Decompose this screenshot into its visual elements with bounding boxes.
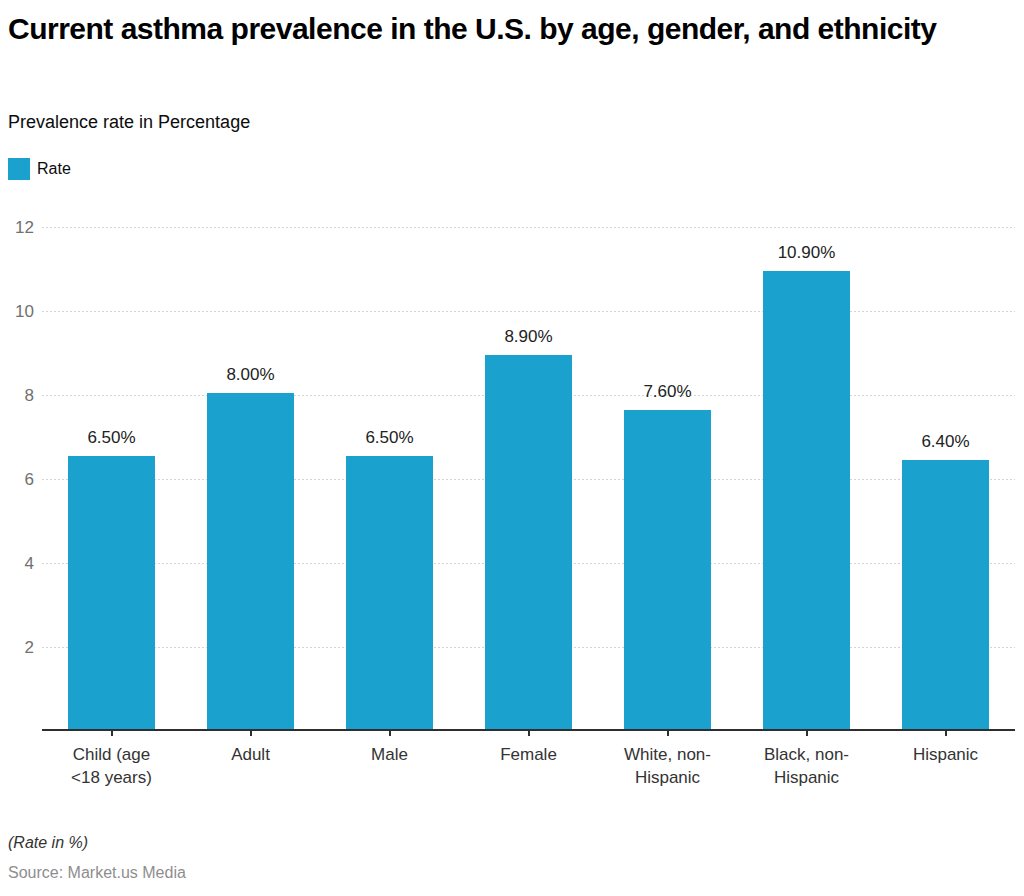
plot-area: 246810126.50%Child (age <18 years)8.00%A…: [42, 227, 1015, 731]
x-axis-category-label-2: Adult: [198, 743, 304, 766]
source-credit: Source: Market.us Media: [8, 864, 186, 882]
x-axis-category-label-3: Male: [337, 743, 443, 766]
x-axis-category-label-7: Hispanic: [893, 743, 999, 766]
x-axis-category-label-1: Child (age <18 years): [59, 743, 165, 789]
x-axis-tick-6: [806, 729, 808, 736]
bar-7[interactable]: [902, 460, 989, 729]
x-axis-tick-3: [389, 729, 391, 736]
y-axis-tick-label-2: 2: [0, 639, 34, 656]
x-axis-tick-2: [250, 729, 252, 736]
y-axis-tick-label-12: 12: [0, 219, 34, 236]
bar-3[interactable]: [346, 456, 433, 729]
bar-value-label-7: 6.40%: [886, 433, 1006, 450]
legend-rate-label[interactable]: Rate: [37, 160, 71, 178]
gridline-y-10: [42, 311, 1015, 312]
page-title: Current asthma prevalence in the U.S. by…: [8, 8, 936, 49]
legend: Rate: [8, 158, 71, 180]
x-axis-category-label-4: Female: [476, 743, 582, 766]
y-axis-tick-label-6: 6: [0, 471, 34, 488]
x-axis-category-label-6: Black, non-Hispanic: [754, 743, 860, 789]
bar-value-label-3: 6.50%: [330, 429, 450, 446]
bar-1[interactable]: [68, 456, 155, 729]
bar-value-label-2: 8.00%: [191, 366, 311, 383]
bar-value-label-5: 7.60%: [608, 383, 728, 400]
gridline-y-12: [42, 227, 1015, 228]
y-axis-tick-label-10: 10: [0, 303, 34, 320]
x-axis-category-label-5: White, non-Hispanic: [615, 743, 721, 789]
bar-2[interactable]: [207, 393, 294, 729]
bar-5[interactable]: [624, 410, 711, 729]
x-axis-tick-1: [111, 729, 113, 736]
bar-6[interactable]: [763, 271, 850, 729]
x-axis-tick-4: [528, 729, 530, 736]
bar-value-label-6: 10.90%: [747, 244, 867, 261]
legend-rate-swatch-icon[interactable]: [8, 158, 30, 180]
x-axis-tick-5: [667, 729, 669, 736]
chart-subtitle: Prevalence rate in Percentage: [8, 112, 250, 133]
bar-value-label-1: 6.50%: [52, 429, 172, 446]
y-axis-tick-label-8: 8: [0, 387, 34, 404]
x-axis-tick-7: [945, 729, 947, 736]
bar-value-label-4: 8.90%: [469, 328, 589, 345]
rate-unit-note: (Rate in %): [8, 834, 88, 852]
y-axis-tick-label-4: 4: [0, 555, 34, 572]
bar-4[interactable]: [485, 355, 572, 729]
